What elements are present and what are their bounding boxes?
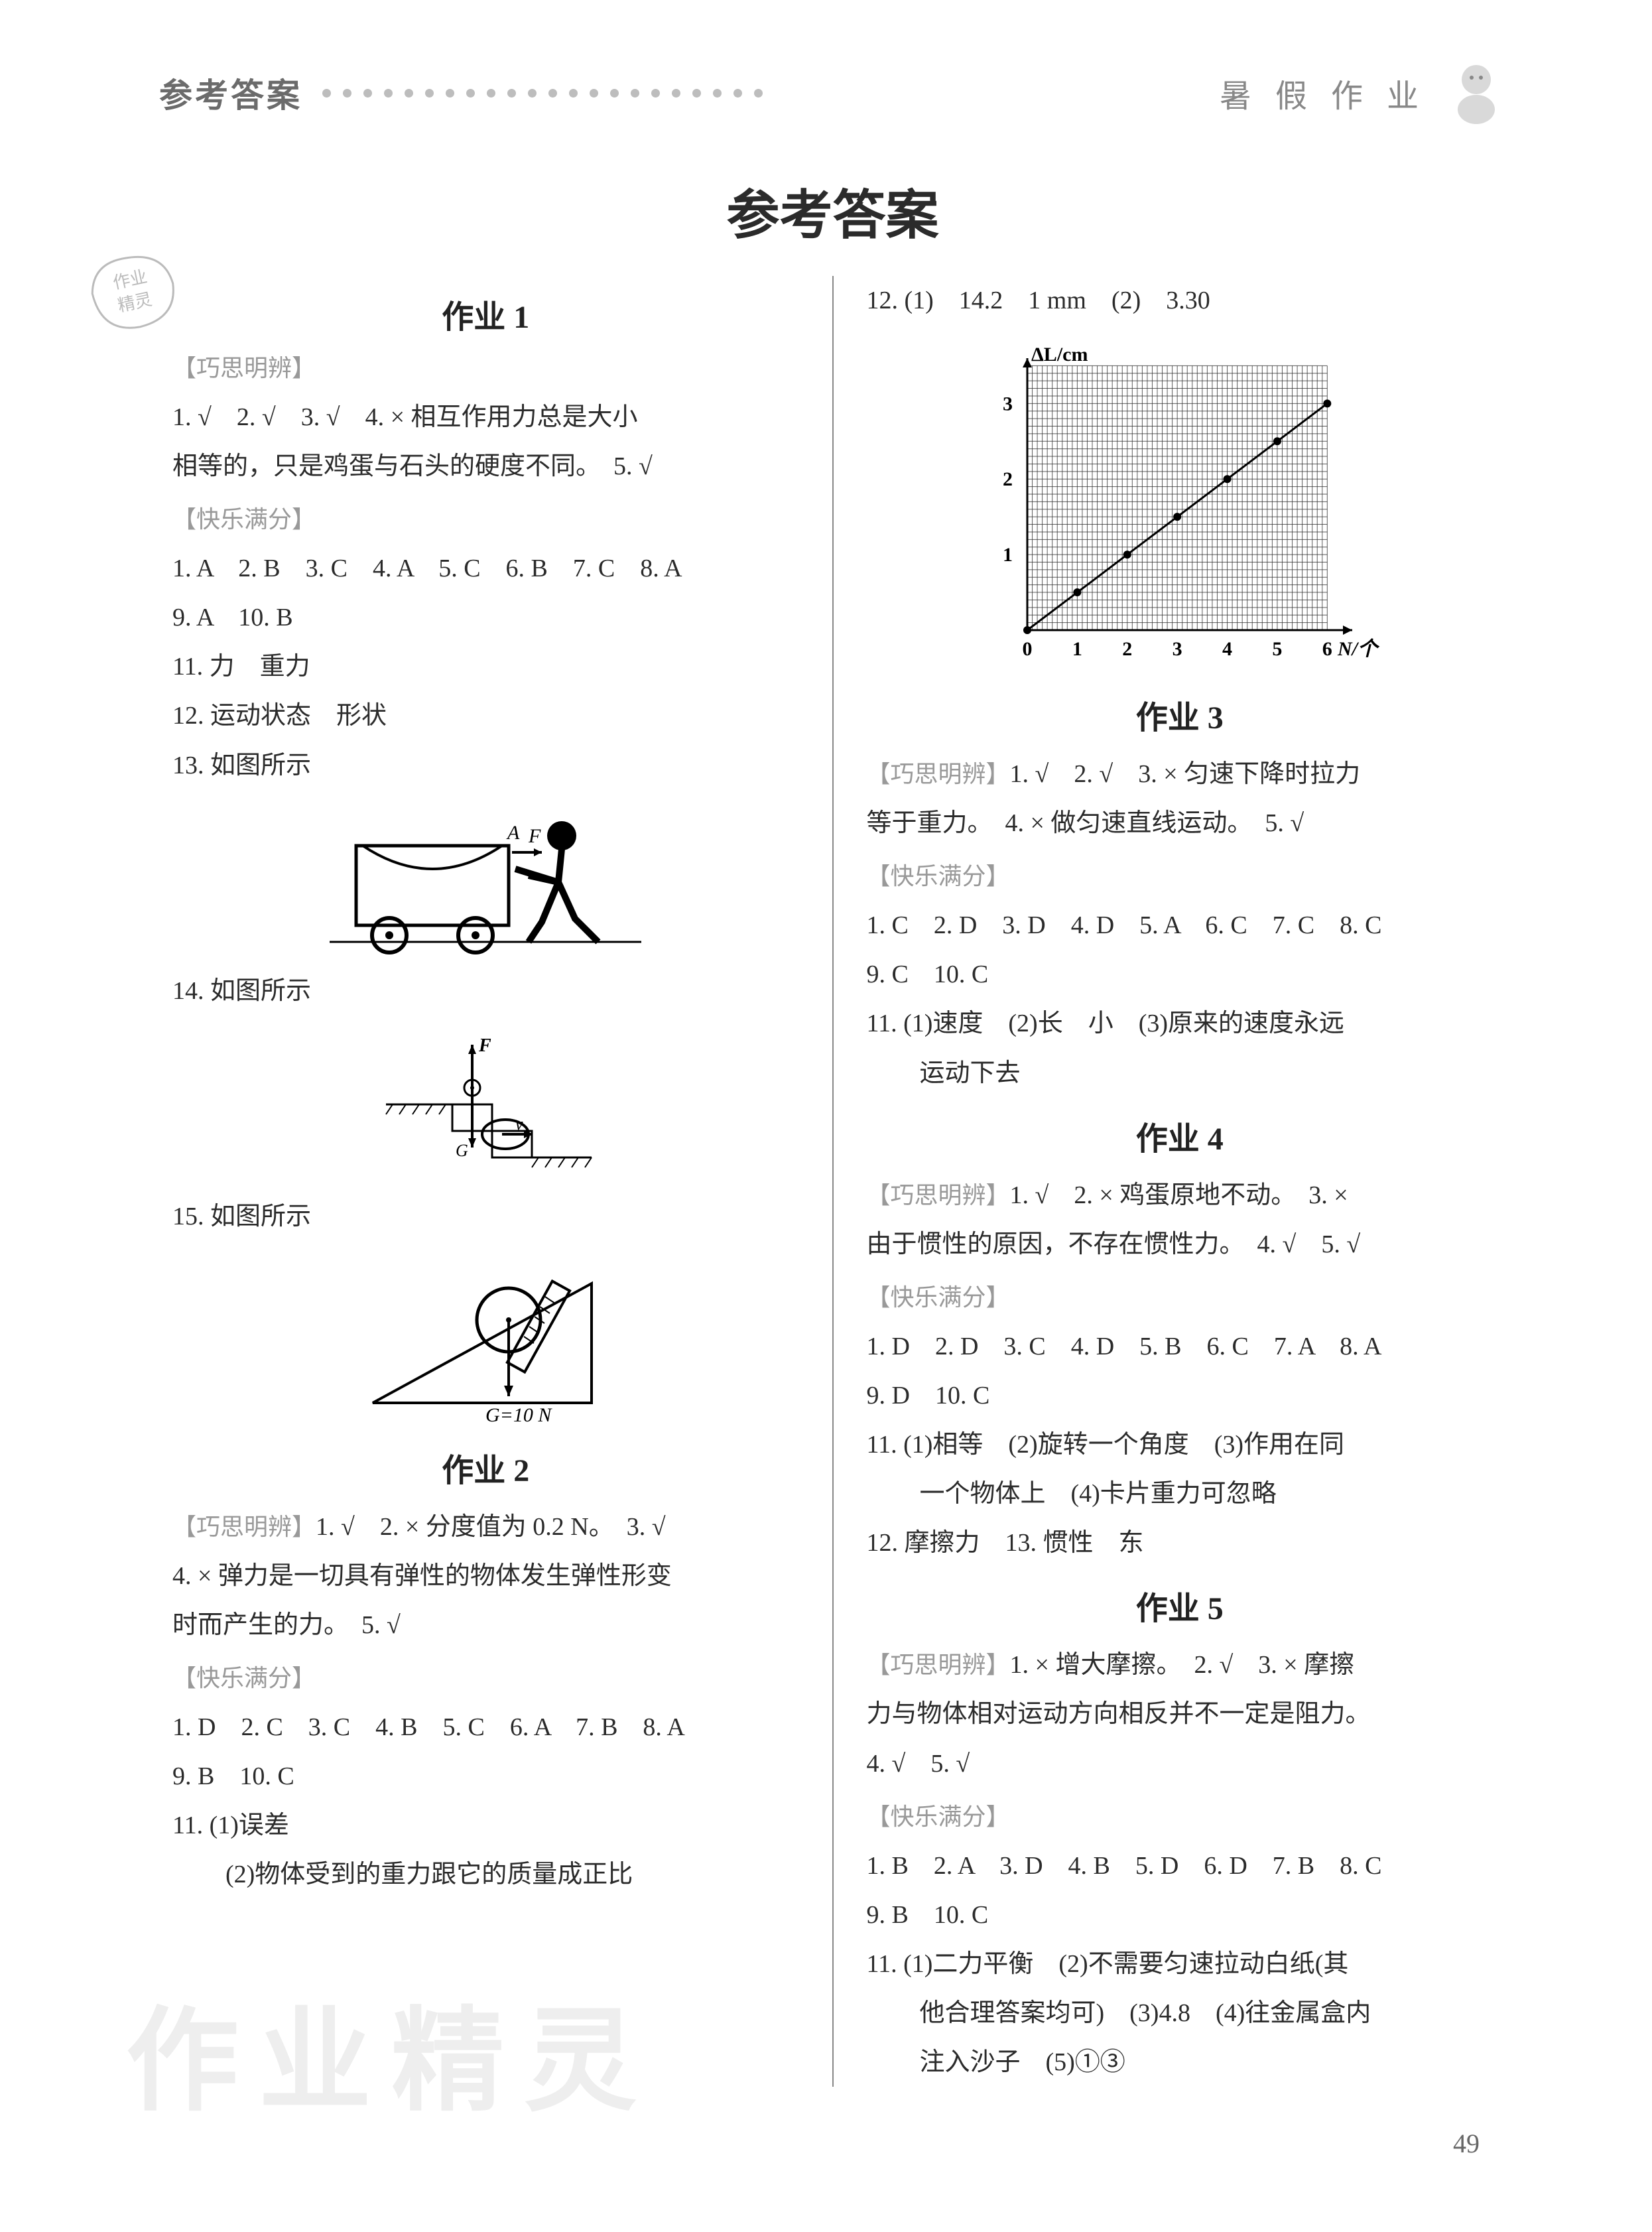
- hw1-mc1: 1. A 2. B 3. C 4. A 5. C 6. B 7. C 8. A: [172, 544, 799, 593]
- svg-text:6: 6: [1322, 638, 1332, 660]
- page: 参考答案 暑 假 作 业 作业 精灵 参考答案: [0, 0, 1652, 2087]
- svg-text:2: 2: [1122, 638, 1132, 660]
- hw4-s1-label: 【巧思明辨】: [867, 1182, 1010, 1209]
- hw2-s1-l2: 4. × 弹力是一切具有弹性的物体发生弹性形变: [172, 1551, 799, 1601]
- hw5-s1-l3: 4. √ 5. √: [867, 1739, 1493, 1788]
- hw1-q12: 12. 运动状态 形状: [172, 691, 799, 740]
- hw2-q11b: (2)物体受到的重力跟它的质量成正比: [172, 1850, 799, 1899]
- hw1-fig14: v F G: [373, 1031, 598, 1184]
- hw4-q12: 12. 摩擦力 13. 惯性 东: [867, 1518, 1493, 1567]
- hw2-title: 作业 2: [172, 1444, 799, 1490]
- hw3-q11a: 11. (1)速度 (2)长 小 (3)原来的速度永远: [867, 999, 1493, 1048]
- svg-text:N/个: N/个: [1337, 638, 1380, 660]
- page-header: 参考答案 暑 假 作 业: [159, 60, 1506, 126]
- hw4-q11b: 一个物体上 (4)卡片重力可忽略: [867, 1469, 1493, 1518]
- hw4-mc1: 1. D 2. D 3. C 4. D 5. B 6. C 7. A 8. A: [867, 1322, 1493, 1371]
- hw2-s1-inline: 1. √ 2. × 分度值为 0.2 N。 3. √: [316, 1513, 666, 1541]
- delta-l-chart: 0 1 2 3 4 5 6 1 2 3 ΔL/cm N/个: [968, 332, 1392, 677]
- svg-text:4: 4: [1222, 638, 1232, 660]
- hw2-s1-label: 【巧思明辨】: [172, 1514, 316, 1540]
- hw3-mc1: 1. C 2. D 3. D 4. D 5. A 6. C 7. C 8. C: [867, 901, 1493, 950]
- hw1-mc2: 9. A 10. B: [172, 593, 799, 642]
- stamp-text-1: 作业: [111, 267, 149, 293]
- hw3-s1-inline: 1. √ 2. √ 3. × 匀速下降时拉力: [1010, 760, 1361, 788]
- hw5-q11a: 11. (1)二力平衡 (2)不需要匀速拉动白纸(其: [867, 1939, 1493, 1989]
- stamp-text-2: 精灵: [116, 290, 154, 316]
- main-title: 参考答案: [159, 172, 1506, 249]
- svg-text:3: 3: [1003, 393, 1013, 415]
- hw4-s1-inline: 1. √ 2. × 鸡蛋原地不动。 3. ×: [1010, 1181, 1348, 1209]
- hw5-title: 作业 5: [867, 1582, 1493, 1628]
- hw4-s1-l2: 由于惯性的原因，不存在惯性力。 4. √ 5. √: [867, 1220, 1493, 1269]
- header-right-text: 暑 假 作 业: [1220, 70, 1427, 116]
- svg-text:1: 1: [1003, 544, 1013, 566]
- left-column: 作业 1 【巧思明辨】 1. √ 2. √ 3. √ 4. × 相互作用力总是大…: [159, 276, 834, 2087]
- hw4-q11a: 11. (1)相等 (2)旋转一个角度 (3)作用在同: [867, 1420, 1493, 1469]
- mascot-icon: [1446, 60, 1506, 126]
- hw5-mc1: 1. B 2. A 3. D 4. B 5. D 6. D 7. B 8. C: [867, 1841, 1493, 1890]
- hw2-sect1: 【巧思明辨】1. √ 2. × 分度值为 0.2 N。 3. √: [172, 1502, 799, 1551]
- hw1-q13: 13. 如图所示: [172, 741, 799, 790]
- hw4-sect1: 【巧思明辨】1. √ 2. × 鸡蛋原地不动。 3. ×: [867, 1171, 1493, 1220]
- hw1-sect2-label: 【快乐满分】: [172, 500, 799, 535]
- columns: 作业 1 【巧思明辨】 1. √ 2. √ 3. √ 4. × 相互作用力总是大…: [159, 276, 1506, 2087]
- svg-text:ΔL/cm: ΔL/cm: [1031, 344, 1088, 365]
- hw4-mc2: 9. D 10. C: [867, 1371, 1493, 1420]
- hw5-s1-l2: 力与物体相对运动方向相反并不一定是阻力。: [867, 1689, 1493, 1739]
- svg-text:F: F: [528, 825, 541, 847]
- svg-text:3: 3: [1172, 638, 1182, 660]
- page-number: 49: [1453, 2128, 1480, 2159]
- hw3-q11b: 运动下去: [867, 1049, 1493, 1098]
- hw2-s1-l3: 时而产生的力。 5. √: [172, 1601, 799, 1650]
- header-left-text: 参考答案: [159, 69, 302, 117]
- chart-wrap: 0 1 2 3 4 5 6 1 2 3 ΔL/cm N/个: [867, 332, 1493, 677]
- hw1-title: 作业 1: [172, 291, 799, 337]
- hw3-sect2-label: 【快乐满分】: [867, 857, 1493, 891]
- right-column: 12. (1) 14.2 1 mm (2) 3.30 0 1 2 3 4 5 6 1 2 3 ΔL/…: [834, 276, 1507, 2087]
- hw2-mc1: 1. D 2. C 3. C 4. B 5. C 6. A 7. B 8. A: [172, 1703, 799, 1752]
- hw5-sect1: 【巧思明辨】1. × 增大摩擦。 2. √ 3. × 摩擦: [867, 1640, 1493, 1689]
- header-right: 暑 假 作 业: [1220, 60, 1506, 126]
- hw3-title: 作业 3: [867, 691, 1493, 738]
- hw1-fig15: G=10 N: [346, 1257, 625, 1429]
- hw5-s1-inline: 1. × 增大摩擦。 2. √ 3. × 摩擦: [1010, 1651, 1355, 1679]
- hw2-q11a: 11. (1)误差: [172, 1801, 799, 1850]
- hw3-mc2: 9. C 10. C: [867, 950, 1493, 999]
- hw5-s1-label: 【巧思明辨】: [867, 1652, 1010, 1678]
- svg-text:2: 2: [1003, 468, 1013, 490]
- hw1-s1-l1: 1. √ 2. √ 3. √ 4. × 相互作用力总是大小: [172, 393, 799, 442]
- header-dots: [322, 89, 763, 98]
- hw1-q11: 11. 力 重力: [172, 642, 799, 691]
- r-q12: 12. (1) 14.2 1 mm (2) 3.30: [867, 276, 1493, 325]
- hw1-sect1-label: 【巧思明辨】: [172, 349, 799, 383]
- hw3-s1-l2: 等于重力。 4. × 做匀速直线运动。 5. √: [867, 799, 1493, 848]
- svg-text:F: F: [478, 1035, 491, 1056]
- hw1-q15: 15. 如图所示: [172, 1192, 799, 1241]
- hw2-sect2-label: 【快乐满分】: [172, 1659, 799, 1693]
- svg-text:5: 5: [1272, 638, 1282, 660]
- hw1-q14: 14. 如图所示: [172, 966, 799, 1016]
- hw4-title: 作业 4: [867, 1112, 1493, 1159]
- svg-text:v: v: [515, 1114, 523, 1134]
- hw5-q11b: 他合理答案均可) (3)4.8 (4)往金属盒内: [867, 1989, 1493, 2038]
- svg-text:0: 0: [1022, 638, 1032, 660]
- svg-text:1: 1: [1072, 638, 1082, 660]
- header-left: 参考答案: [159, 69, 763, 117]
- hw2-mc2: 9. B 10. C: [172, 1752, 799, 1801]
- hw3-sect1: 【巧思明辨】1. √ 2. √ 3. × 匀速下降时拉力: [867, 750, 1493, 799]
- hw3-s1-label: 【巧思明辨】: [867, 761, 1010, 787]
- hw5-sect2-label: 【快乐满分】: [867, 1798, 1493, 1832]
- svg-text:G: G: [456, 1141, 468, 1160]
- hw1-s1-l2: 相等的，只是鸡蛋与石头的硬度不同。 5. √: [172, 442, 799, 491]
- hw1-fig13: A F: [330, 806, 641, 958]
- hw5-q11c: 注入沙子 (5)①③: [867, 2038, 1493, 2087]
- hw4-sect2-label: 【快乐满分】: [867, 1278, 1493, 1313]
- svg-text:A: A: [506, 822, 520, 844]
- hw5-mc2: 9. B 10. C: [867, 1890, 1493, 1939]
- fig15-label: G=10 N: [485, 1404, 552, 1426]
